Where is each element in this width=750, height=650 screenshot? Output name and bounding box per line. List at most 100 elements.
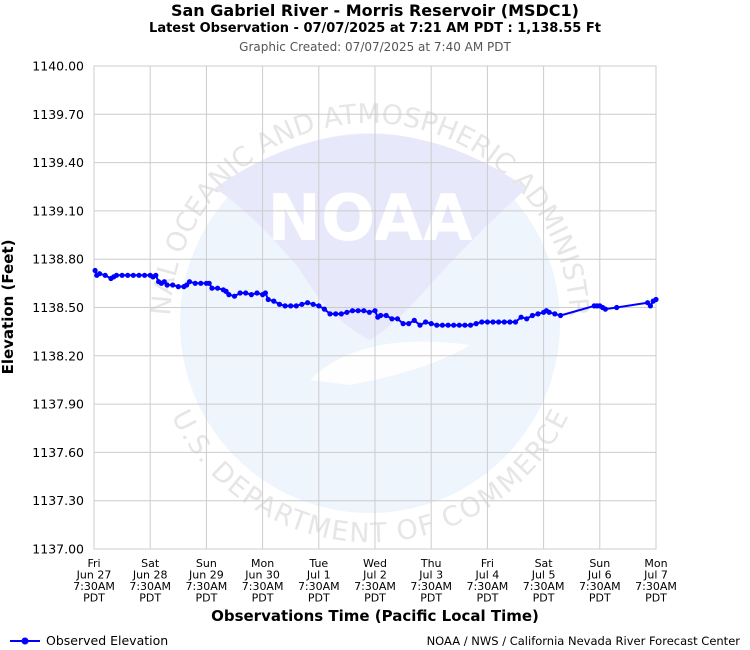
- x-tick-label: Thu Jul 3 7:30AM PDT: [410, 557, 452, 605]
- x-tick-tz: PDT: [252, 592, 274, 605]
- x-tick-time: 7:30AM: [186, 580, 228, 593]
- data-point: [92, 267, 98, 274]
- data-point: [170, 282, 176, 288]
- data-point: [243, 290, 249, 296]
- series-observed-elevation: [92, 267, 659, 328]
- x-tick-tz: PDT: [308, 592, 330, 605]
- plot-frame: [93, 65, 657, 550]
- y-tick-label: 1137.30: [32, 493, 84, 508]
- x-tick-time: 7:30AM: [579, 580, 621, 593]
- data-point: [310, 301, 316, 307]
- data-point: [299, 301, 305, 307]
- data-point: [136, 272, 142, 278]
- data-point: [142, 272, 148, 278]
- data-point: [321, 306, 327, 312]
- x-tick-date: Jun 27: [76, 569, 112, 582]
- x-tick-label: Mon Jul 7 7:30AM PDT: [635, 557, 677, 605]
- data-point: [439, 322, 445, 328]
- credit-text: NOAA / NWS / California Nevada River For…: [426, 634, 740, 648]
- data-point: [262, 290, 268, 296]
- x-tick-date: Jun 28: [132, 569, 168, 582]
- x-tick-tz: PDT: [364, 592, 386, 605]
- data-point: [327, 311, 333, 317]
- x-tick-time: 7:30AM: [354, 580, 396, 593]
- x-tick-day: Wed: [363, 557, 387, 570]
- data-point: [602, 306, 609, 312]
- data-point: [653, 296, 659, 303]
- data-point: [383, 312, 389, 319]
- data-point: [507, 319, 513, 325]
- y-tick-label: 1137.00: [32, 542, 84, 557]
- x-axis-label: Observations Time (Pacific Local Time): [211, 607, 539, 625]
- x-tick-label: Sat Jul 5 7:30AM PDT: [523, 557, 565, 605]
- data-point: [282, 303, 288, 309]
- data-point: [512, 319, 519, 325]
- x-tick-day: Tue: [308, 557, 328, 570]
- data-point: [333, 311, 339, 317]
- x-tick-time: 7:30AM: [242, 580, 284, 593]
- graphic-created-note: Graphic Created: 07/07/2025 at 7:40 AM P…: [239, 40, 511, 54]
- chart-title: San Gabriel River - Morris Reservoir (MS…: [170, 1, 579, 20]
- data-point: [254, 290, 260, 296]
- data-point: [467, 322, 474, 328]
- legend-line-marker-icon: [10, 637, 40, 644]
- x-tick-date: Jul 3: [418, 569, 443, 582]
- data-point: [231, 293, 238, 299]
- y-tick-label: 1139.70: [32, 107, 84, 122]
- x-tick-label: Fri Jun 27 7:30AM PDT: [73, 557, 115, 605]
- x-tick-day: Sat: [535, 557, 554, 570]
- x-tick-label: Mon Jun 30 7:30AM PDT: [242, 557, 284, 605]
- data-point: [293, 303, 299, 309]
- data-point: [226, 292, 232, 298]
- x-tick-date: Jul 7: [643, 569, 668, 582]
- data-point: [265, 296, 271, 303]
- x-tick-time: 7:30AM: [73, 580, 115, 593]
- chart-subtitle: Latest Observation - 07/07/2025 at 7:21 …: [149, 21, 601, 36]
- data-point: [130, 272, 136, 278]
- x-tick-tz: PDT: [476, 592, 498, 605]
- x-tick-date: Jul 2: [362, 569, 387, 582]
- x-tick-label: Tue Jul 1 7:30AM PDT: [298, 557, 340, 605]
- y-axis-label: Elevation (Feet): [0, 240, 17, 375]
- y-tick-label: 1138.20: [32, 348, 84, 363]
- data-point: [428, 321, 434, 327]
- x-tick-time: 7:30AM: [298, 580, 340, 593]
- data-point: [248, 292, 254, 298]
- data-point: [411, 317, 417, 323]
- x-tick-tz: PDT: [589, 592, 611, 605]
- y-tick-label: 1140.00: [32, 59, 84, 74]
- y-tick-label: 1139.40: [32, 155, 84, 170]
- data-point: [198, 280, 204, 286]
- y-tick-label: 1137.60: [32, 445, 84, 460]
- x-tick-tz: PDT: [139, 592, 161, 605]
- x-tick-date: Jul 1: [306, 569, 331, 582]
- data-point: [366, 309, 372, 315]
- data-point: [389, 316, 395, 322]
- data-point: [338, 311, 344, 317]
- x-tick-time: 7:30AM: [635, 580, 677, 593]
- data-point: [305, 300, 311, 306]
- y-tick-label: 1138.50: [32, 300, 84, 315]
- x-tick-label: Sun Jun 29 7:30AM PDT: [186, 557, 228, 605]
- data-point: [484, 319, 490, 325]
- x-tick-day: Sun: [196, 557, 217, 570]
- legend: Observed Elevation: [10, 633, 168, 648]
- data-point: [276, 301, 283, 307]
- data-point: [372, 308, 378, 314]
- data-point: [445, 322, 451, 328]
- data-point: [215, 285, 221, 291]
- data-point: [490, 319, 496, 325]
- data-point: [378, 312, 384, 319]
- x-tick-date: Jun 30: [244, 569, 280, 582]
- data-point: [153, 272, 159, 278]
- x-tick-date: Jul 4: [475, 569, 500, 582]
- x-tick-date: Jul 5: [531, 569, 556, 582]
- data-point: [529, 312, 536, 319]
- y-tick-label: 1139.10: [32, 203, 84, 218]
- x-tick-day: Fri: [87, 557, 100, 570]
- data-point: [164, 282, 170, 288]
- data-point: [451, 322, 457, 328]
- data-point: [614, 304, 620, 311]
- x-tick-label: Sun Jul 6 7:30AM PDT: [579, 557, 621, 605]
- data-point: [125, 272, 131, 278]
